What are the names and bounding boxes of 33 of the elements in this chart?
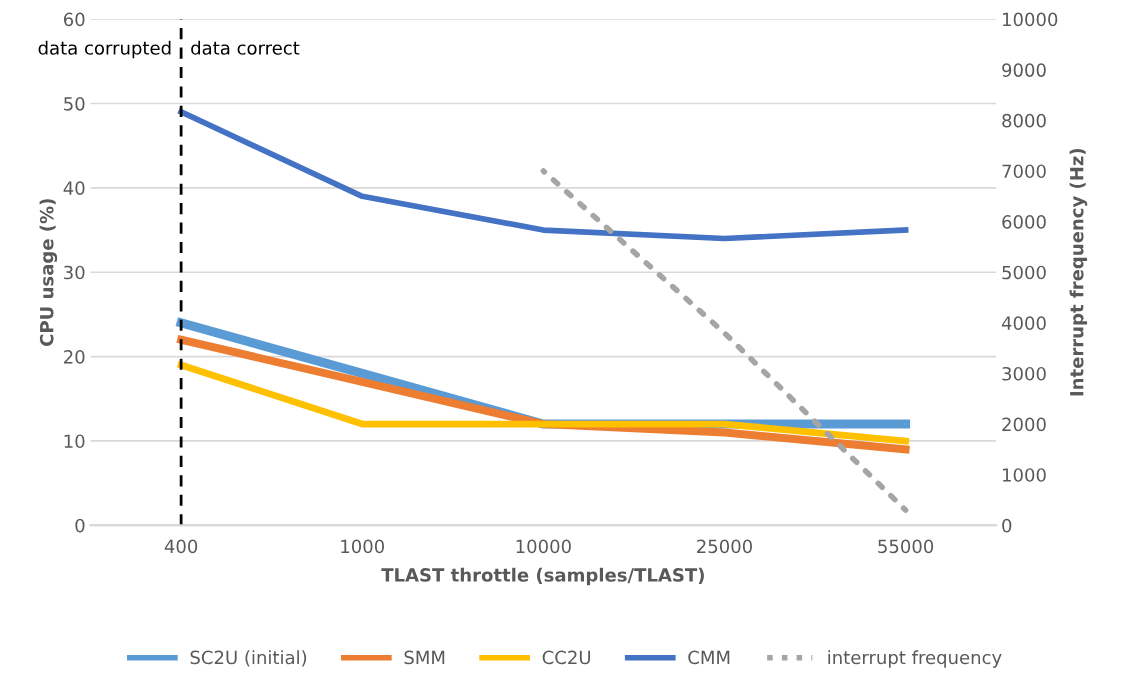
legend-label: CC2U [542,650,591,665]
legend-label: CMM [688,650,730,665]
y2-tick-label: 1000 [1003,468,1046,482]
y2-tick-label: 6000 [1002,215,1046,229]
x-tick-label: 10000 [516,539,571,554]
y2-tick-label: 0 [1002,518,1012,533]
annotation: data corrupted [38,40,171,59]
y-tick-label: 60 [63,12,85,27]
y2-tick-label: 8000 [1002,113,1046,128]
y2-tick-label: 3000 [1002,366,1046,381]
y-tick-label: 50 [64,96,85,111]
y2-axis-title: Interrupt frequency (Hz) [1069,148,1088,396]
legend-label: SC2U (initial) [190,650,307,667]
x-tick-label: 25000 [697,539,752,554]
y-tick-label: 40 [63,181,85,195]
y2-tick-label: 4000 [1001,316,1046,330]
legend-label: SMM [404,650,445,665]
x-tick-label: 400 [164,539,198,554]
y2-tick-label: 7000 [1002,164,1046,179]
y-tick-label: 30 [64,265,85,280]
y2-tick-label: 2000 [1002,417,1046,432]
legend-label: interrupt frequency [828,650,1002,668]
y2-tick-label: 10000 [1003,12,1058,27]
y-tick-label: 10 [64,434,85,449]
y-axis-title: CPU usage (%) [39,199,58,346]
x-axis-title: TLAST throttle (samples/TLAST) [381,567,704,586]
x-tick-label: 55000 [878,539,934,554]
y2-tick-label: 5000 [1002,265,1046,280]
x-tick-label: 1000 [341,539,385,554]
y-tick-label: 20 [64,350,85,364]
annotation: data correct [191,40,300,55]
y-tick-label: 0 [75,518,85,533]
y2-tick-label: 9000 [1002,63,1046,77]
